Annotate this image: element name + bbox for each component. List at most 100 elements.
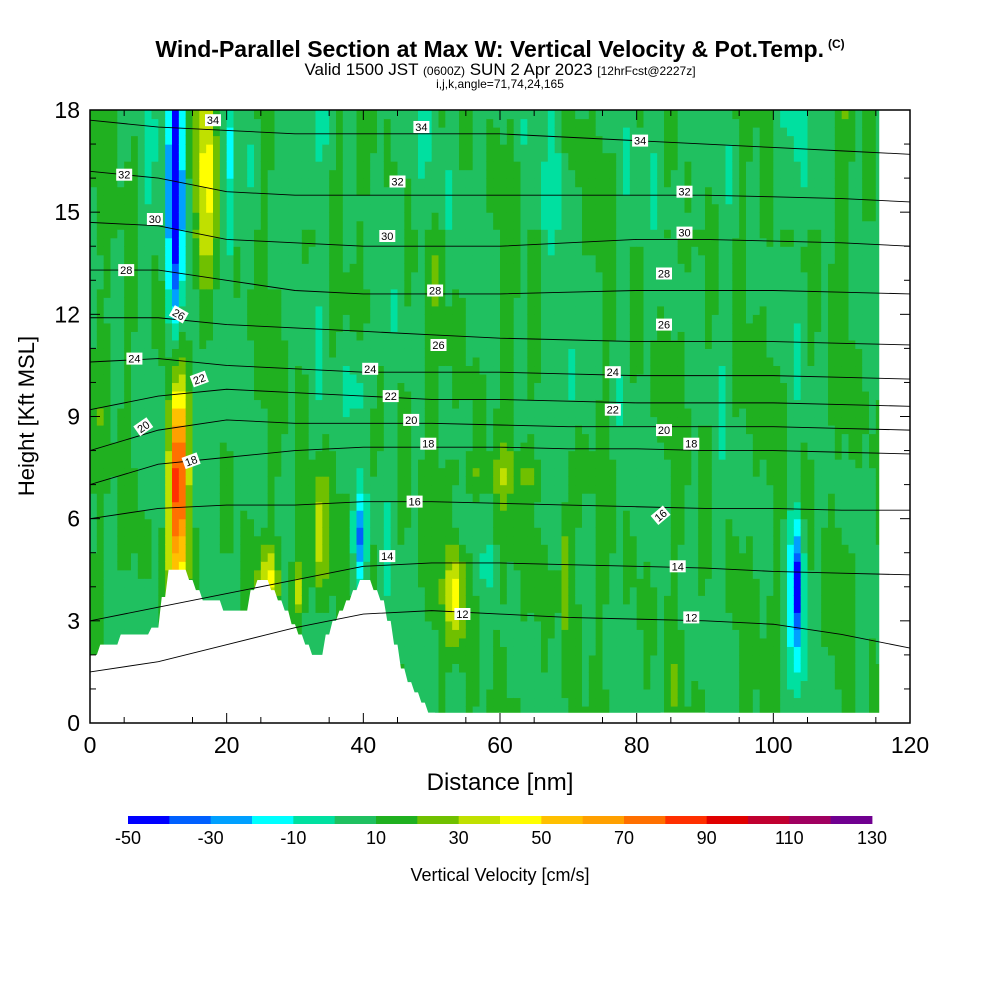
colorbar-tick-label: -50: [115, 828, 141, 848]
contour-label-layer: 34 34 34 32 32 32 30 30 30 28 28 28 26 26 26 24 24 24 22 22…: [116, 114, 700, 624]
colorbar-swatch: [293, 816, 336, 824]
contour-label: 18: [420, 437, 437, 451]
contour-label: 34: [205, 114, 221, 127]
axis-layer: 0 20 40 60 80 100 120 0 3 6 9 12 15 18: [54, 97, 929, 758]
colorbar-swatch: [541, 816, 584, 824]
colorbar-swatch: [582, 816, 625, 824]
contour-label: 12: [683, 611, 700, 624]
contour-label: 20: [133, 417, 154, 437]
isentrope-32: [90, 170, 910, 203]
colorbar-swatch: [417, 816, 460, 824]
colorbar-swatch: [334, 816, 377, 824]
colorbar-swatch: [252, 816, 294, 824]
y-tick-label: 3: [67, 608, 80, 634]
colorbar-swatch: [624, 816, 666, 824]
x-tick-label: 0: [84, 732, 97, 758]
terrain-profile: [90, 569, 910, 723]
y-tick-label: 18: [54, 97, 80, 123]
colorbar-tick-label: -10: [280, 828, 306, 848]
x-tick-label: 100: [754, 732, 792, 758]
contour-label: 12: [454, 608, 471, 621]
isentrope-14: [90, 562, 910, 622]
contour-label: 30: [676, 226, 693, 240]
colorbar-tick-label: -30: [198, 828, 224, 848]
colorbar-title: Vertical Velocity [cm/s]: [410, 865, 589, 885]
isentrope-16: [90, 501, 910, 520]
contour-label: 32: [389, 175, 406, 189]
colorbar-swatch: [210, 816, 253, 824]
isentrope-26: [90, 317, 910, 346]
x-tick-label: 60: [487, 732, 513, 758]
contour-label: 24: [604, 366, 621, 379]
y-tick-label: 0: [67, 710, 80, 736]
colorbar-tick-label: 70: [614, 828, 634, 848]
contour-label: 22: [189, 370, 209, 388]
contour-label: 26: [656, 318, 672, 332]
contour-label: 32: [116, 168, 133, 182]
y-tick-label: 15: [54, 199, 80, 225]
valid-time-line: Valid 1500 JST (0600Z) SUN 2 Apr 2023 [1…: [0, 60, 1000, 80]
contour-label: 30: [379, 230, 396, 243]
colorbar-swatch: [500, 816, 542, 824]
contour-label: 20: [656, 424, 672, 437]
contour-label: 20: [403, 413, 420, 427]
x-tick-label: 40: [351, 732, 377, 758]
x-axis-title: Distance [nm]: [427, 769, 574, 796]
colorbar-swatch: [706, 816, 749, 824]
isentrope-layer: [90, 119, 910, 673]
colorbar-tick-label: 50: [531, 828, 551, 848]
colorbar-tick-label: 110: [775, 828, 804, 848]
contour-label: 32: [676, 185, 693, 199]
chart-title: Wind-Parallel Section at Max W: Vertical…: [0, 36, 1000, 63]
copyright-mark: (C): [828, 37, 845, 52]
isentrope-18: [90, 446, 910, 486]
isentrope-28: [90, 269, 910, 295]
contour-label: 34: [413, 121, 430, 134]
contour-label: 22: [604, 403, 621, 417]
isentrope-30: [90, 221, 910, 247]
valid-time-date: SUN 2 Apr 2023: [469, 60, 593, 79]
valid-time-zulu: (0600Z): [422, 64, 465, 78]
forecast-info: [12hrFcst@2227z]: [597, 64, 696, 78]
colorbar-swatch: [665, 816, 708, 824]
y-tick-label: 6: [67, 506, 80, 532]
y-tick-label: 12: [54, 301, 80, 327]
contour-label: 24: [126, 352, 143, 366]
contour-label: 26: [430, 339, 447, 352]
contour-label: 28: [427, 284, 444, 298]
y-axis-title: Height [Kft MSL]: [14, 336, 39, 496]
x-tick-label: 80: [624, 732, 650, 758]
contour-label: 30: [146, 213, 163, 226]
contour-label: 18: [683, 437, 700, 451]
contour-label: 22: [382, 390, 399, 403]
contour-label: 24: [362, 362, 379, 376]
colorbar-swatch: [789, 816, 832, 824]
contour-label: 16: [406, 495, 423, 509]
chart-title-text: Wind-Parallel Section at Max W: Vertical…: [155, 36, 824, 62]
valid-time-prefix: Valid 1500 JST: [304, 60, 419, 79]
contour-label: 18: [181, 452, 201, 469]
contour-label: 14: [669, 560, 686, 573]
contour-label: 14: [379, 550, 396, 563]
isentrope-22: [90, 388, 910, 411]
contour-label: 34: [632, 134, 649, 148]
y-tick-label: 9: [67, 404, 80, 430]
section-params: i,j,k,angle=71,74,24,165: [436, 77, 564, 91]
colorbar-tick-label: 130: [857, 828, 887, 848]
colorbar-swatch: [458, 816, 501, 824]
x-tick-label: 120: [891, 732, 929, 758]
contour-label: 28: [118, 264, 135, 277]
colorbar-tick-label: 30: [449, 828, 469, 848]
colorbar-swatch: [376, 816, 418, 824]
colorbar-tick-label: 90: [697, 828, 717, 848]
isentrope-12: [90, 610, 910, 673]
colorbar-tick-label: 10: [366, 828, 386, 848]
terrain-layer: [90, 569, 910, 723]
colorbar: -50 -30 -10 10 30 50 70 90 110 130: [115, 816, 887, 848]
x-tick-label: 20: [214, 732, 240, 758]
isentrope-20: [90, 419, 910, 451]
contour-label: 26: [168, 305, 189, 324]
colorbar-swatch: [748, 816, 790, 824]
colorbar-swatch: [169, 816, 212, 824]
